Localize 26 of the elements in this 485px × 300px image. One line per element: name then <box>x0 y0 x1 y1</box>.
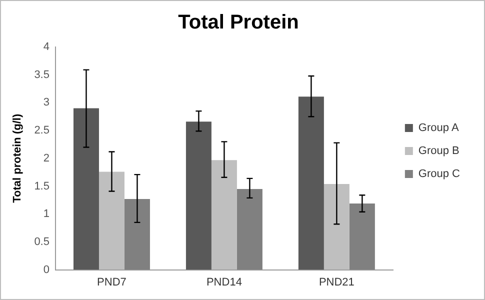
y-tick-label: 3 <box>43 96 50 109</box>
bar <box>349 204 375 270</box>
y-tick-label: 4 <box>43 41 50 54</box>
bar <box>236 189 262 270</box>
chart-title: Total Protein <box>178 12 299 34</box>
bar <box>298 96 324 270</box>
y-tick-label: 0 <box>43 264 50 276</box>
y-tick-label: 1 <box>43 208 50 220</box>
legend-label: Group B <box>418 145 460 158</box>
bar <box>98 172 124 270</box>
x-tick-label: PND21 <box>318 276 354 288</box>
bar <box>211 160 237 270</box>
x-tick-label: PND7 <box>97 276 126 288</box>
legend-label: Group C <box>418 168 460 180</box>
y-tick-label: 0.5 <box>34 236 50 248</box>
x-tick-label: PND14 <box>206 276 242 288</box>
bar <box>324 184 350 270</box>
legend-label: Group A <box>418 122 460 134</box>
bar <box>73 108 99 270</box>
y-tick-label: 2 <box>43 152 50 164</box>
bar <box>186 122 212 270</box>
y-tick-label: 1.5 <box>34 180 50 192</box>
y-axis-title: Total protein (g/l) <box>12 114 24 203</box>
bar <box>124 199 150 270</box>
y-tick-label: 2.5 <box>34 124 50 137</box>
y-tick-label: 3.5 <box>34 68 50 81</box>
